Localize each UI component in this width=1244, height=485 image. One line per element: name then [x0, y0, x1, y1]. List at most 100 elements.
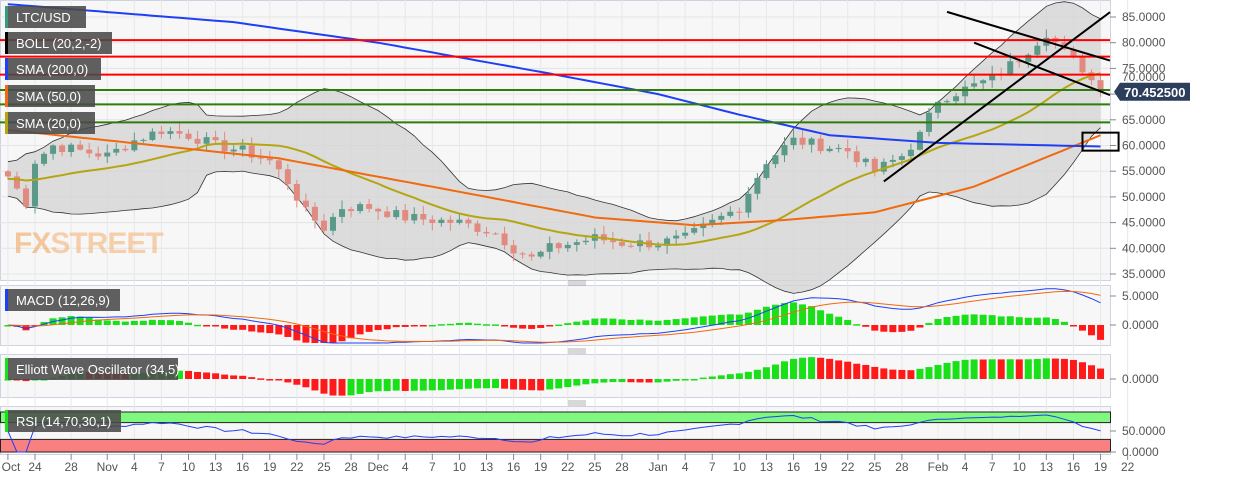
- macd-histogram-bar: [347, 325, 355, 339]
- candle-bullish: [140, 139, 147, 141]
- ewo-histogram-bar: [681, 379, 689, 381]
- date-tick-label: 19: [814, 460, 828, 474]
- ewo-histogram-bar: [356, 379, 364, 394]
- panel-resize-handle[interactable]: [568, 400, 586, 406]
- ewo-histogram-bar: [636, 379, 644, 383]
- macd-histogram-bar: [618, 319, 626, 325]
- candle-bullish: [582, 240, 589, 243]
- macd-histogram-bar: [799, 304, 807, 325]
- candle-bearish: [366, 204, 373, 209]
- last-price-label: 70.452500: [1124, 85, 1185, 100]
- rsi-overbought-zone: [0, 411, 1111, 424]
- candle-bearish: [302, 200, 309, 207]
- candle-bearish: [95, 153, 102, 157]
- ewo-histogram-bar: [744, 371, 752, 379]
- candle-bullish: [700, 223, 707, 229]
- macd-histogram-bar: [139, 320, 147, 325]
- candle-bullish: [537, 251, 544, 257]
- macd-tick-label: 0.0000: [1122, 318, 1159, 332]
- legend-sma-50: [5, 85, 95, 107]
- ewo-histogram-bar: [663, 379, 671, 382]
- candle-bullish: [149, 131, 156, 140]
- date-tick-label: 22: [290, 460, 304, 474]
- date-tick-label: 7: [429, 460, 436, 474]
- candle-bullish: [691, 228, 698, 233]
- candle-bearish: [22, 188, 29, 207]
- macd-histogram-bar: [735, 314, 743, 325]
- candle-bearish: [501, 233, 508, 246]
- candle-bullish: [944, 101, 951, 103]
- macd-histogram-bar: [320, 325, 328, 343]
- macd-histogram-bar: [753, 309, 761, 325]
- ewo-histogram-bar: [1051, 358, 1059, 379]
- candle-bearish: [248, 145, 255, 158]
- candle-bearish: [77, 144, 84, 150]
- ewo-histogram-bar: [591, 379, 599, 384]
- candle-bearish: [158, 131, 165, 134]
- candle-bullish: [953, 96, 960, 102]
- price-tick-label: 65.0000: [1122, 113, 1166, 127]
- fxstreet-watermark: FXSTREET: [14, 227, 163, 260]
- macd-histogram-bar: [1024, 317, 1032, 325]
- ewo-histogram-bar: [501, 379, 509, 389]
- candle-bearish: [817, 138, 824, 152]
- ewo-histogram-bar: [555, 379, 563, 389]
- candle-bearish: [609, 240, 616, 243]
- ewo-histogram-bar: [817, 357, 825, 379]
- ewo-histogram-bar: [582, 379, 590, 385]
- candle-bullish: [754, 177, 761, 194]
- ewo-histogram-bar: [212, 373, 220, 379]
- macd-histogram-bar: [121, 321, 129, 325]
- candle-bearish: [122, 148, 129, 151]
- ewo-histogram-bar: [284, 379, 292, 383]
- panel-resize-handle[interactable]: [568, 280, 586, 286]
- date-tick-label: 7: [989, 460, 996, 474]
- candle-bearish: [4, 171, 11, 177]
- macd-histogram-bar: [483, 324, 490, 326]
- legend-sma-20-color-marker: [5, 112, 8, 134]
- ewo-histogram-bar: [320, 379, 328, 394]
- date-tick-label: 25: [868, 460, 882, 474]
- panel-resize-handle[interactable]: [568, 348, 586, 354]
- macd-histogram-bar: [410, 325, 418, 327]
- candle-bullish: [971, 83, 978, 87]
- macd-histogram-bar: [979, 314, 987, 325]
- candle-bullish: [907, 149, 914, 157]
- rsi-oversold-zone: [0, 438, 1111, 453]
- legend-ewo: [5, 358, 178, 380]
- legend-boll: [5, 32, 112, 54]
- macd-histogram-bar: [293, 325, 301, 341]
- macd-histogram-bar: [925, 322, 933, 325]
- macd-histogram-bar: [4, 325, 12, 327]
- date-tick-label: 22: [1121, 460, 1135, 474]
- bollinger-band-fill: [7, 1, 1101, 294]
- macd-histogram-bar: [582, 320, 590, 325]
- macd-histogram-bar: [239, 325, 247, 330]
- macd-histogram-bar: [185, 322, 193, 325]
- ewo-histogram-bar: [374, 379, 382, 392]
- ewo-histogram-bar: [1069, 359, 1077, 379]
- date-tick-label: Jan: [648, 460, 667, 474]
- macd-histogram-bar: [997, 316, 1005, 325]
- candle-bearish: [348, 209, 355, 212]
- candle-bullish: [682, 232, 689, 236]
- candle-bullish: [989, 74, 996, 81]
- macd-histogram-bar: [157, 320, 165, 325]
- date-tick-label: 4: [682, 460, 689, 474]
- ewo-histogram-bar: [338, 379, 346, 396]
- candle-bullish: [329, 216, 336, 231]
- macd-histogram-bar: [609, 318, 617, 325]
- macd-histogram-bar: [437, 324, 445, 326]
- macd-histogram-bar: [555, 324, 563, 327]
- candle-bearish: [618, 242, 625, 246]
- ewo-histogram-bar: [889, 369, 897, 379]
- macd-histogram-bar: [916, 325, 924, 328]
- ewo-histogram-bar: [365, 379, 373, 393]
- ewo-histogram-bar: [925, 367, 933, 379]
- date-tick-label: 28: [64, 460, 78, 474]
- macd-histogram-bar: [790, 302, 798, 325]
- ewo-histogram-bar: [690, 378, 698, 381]
- last-price-tag: [1114, 82, 1190, 101]
- ewo-histogram-bar: [654, 379, 662, 383]
